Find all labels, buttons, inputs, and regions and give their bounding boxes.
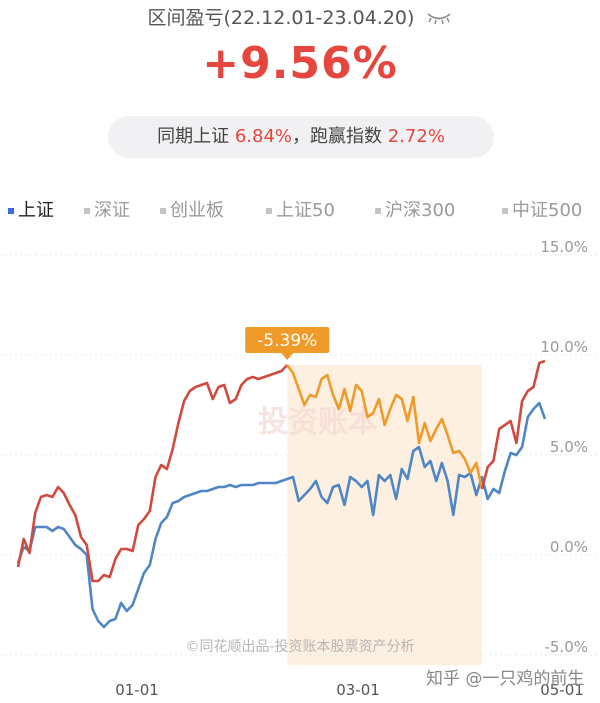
index-line [16,401,547,629]
period-return-value: +9.56% [202,38,398,89]
drawdown-badge-label: -5.39% [257,331,317,351]
drawdown-badge: -5.39% [245,327,330,360]
drawdown-badge-box [245,327,330,353]
tab-dot-icon [160,208,166,214]
series-lines [16,359,547,629]
tab-dot-icon [84,208,90,214]
x-tick-label: 01-01 [115,681,159,699]
tab-dot-icon [266,208,272,214]
tab-csi300[interactable]: 沪深300 [375,196,455,222]
drawdown-badge-pointer [281,353,294,360]
source-note: ©同花顺出品-投资账本股票资产分析 [185,639,414,655]
tab-dot-icon [375,208,381,214]
tab-shanghai[interactable]: 上证 [8,196,54,222]
x-axis-labels: 01-01 03-01 05-01 [115,681,584,699]
tab-csi500[interactable]: 中证500 [502,196,582,222]
y-axis-labels: 15.0% 10.0% 5.0% 0.0% -5.0% [540,240,588,656]
y-tick-label: 0.0% [550,538,588,556]
drawdown-shade [287,365,482,665]
compare-prefix: 同期上证 [157,126,235,147]
tab-dot-icon [502,208,508,214]
portfolio-line [480,359,546,490]
benchmark-compare-pill: 同期上证 6.84%，跑赢指数 2.72% [108,116,494,158]
y-tick-label: 15.0% [540,240,588,256]
y-tick-label: 5.0% [550,438,588,456]
tab-sse50[interactable]: 上证50 [266,196,335,222]
chart-grid [0,254,600,656]
tab-shenzhen[interactable]: 深证 [84,196,130,222]
zhihu-watermark: 知乎 @一只鸡的前生 [426,669,585,689]
x-tick-label: 05-01 [540,681,584,699]
eye-closed-icon[interactable] [426,8,452,30]
excess-return: 2.72% [387,126,445,147]
x-tick-label: 03-01 [336,681,380,699]
tab-dot-icon [8,208,14,214]
tab-chinext[interactable]: 创业板 [160,196,224,222]
index-tabs: 上证 深证 创业板 上证50 沪深300 中证500 [0,196,600,224]
watermark-text: 投资账本 [258,405,378,440]
return-chart[interactable]: 投资账本 15.0% 10.0% 5.0% 0.0% -5.0% -5.39% ©同花顺… [0,240,600,703]
period-label: 区间盈亏(22.12.01-23.04.20) [147,7,415,29]
y-tick-label: -5.0% [544,638,588,656]
portfolio-line [16,364,289,583]
portfolio-drawdown-line [286,364,484,490]
benchmark-return: 6.84% [234,126,292,147]
y-tick-label: 10.0% [540,338,588,356]
period-row: 区间盈亏(22.12.01-23.04.20) [0,3,600,30]
compare-mid: ，跑赢指数 [292,126,388,147]
